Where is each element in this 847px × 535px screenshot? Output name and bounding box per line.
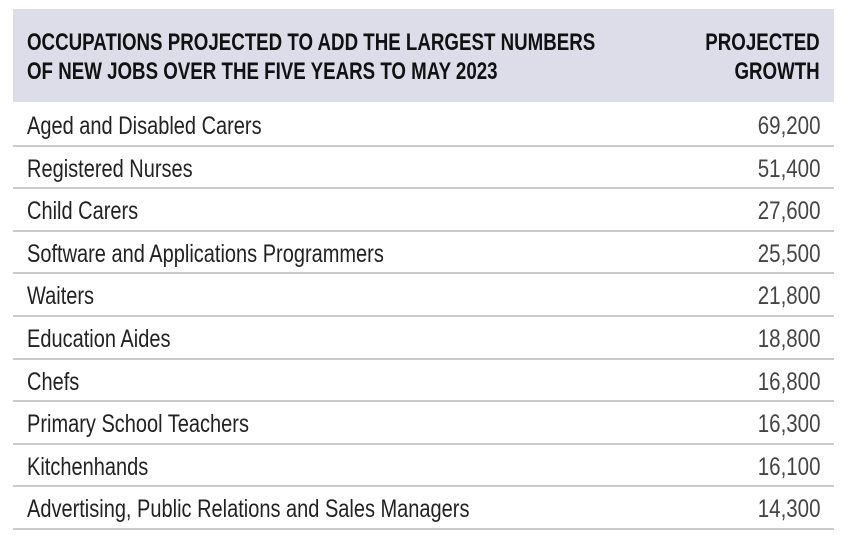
occupation-name: Kitchenhands — [27, 452, 149, 481]
occupation-name: Waiters — [27, 282, 95, 311]
header-title-line-2: OF NEW JOBS OVER THE FIVE YEARS TO MAY 2… — [27, 58, 498, 85]
occupation-name: Advertising, Public Relations and Sales … — [27, 495, 470, 524]
table-header: OCCUPATIONS PROJECTED TO ADD THE LARGEST… — [13, 9, 834, 102]
projected-growth-value: 16,100 — [757, 452, 820, 481]
projected-growth-value: 27,600 — [757, 197, 820, 226]
occupation-name: Software and Applications Programmers — [27, 239, 384, 268]
table-row: Registered Nurses 51,400 — [13, 147, 834, 190]
occupation-name: Aged and Disabled Carers — [27, 112, 262, 140]
table-row: Software and Applications Programmers 25… — [13, 232, 834, 275]
projected-growth-value: 25,500 — [757, 239, 820, 268]
occupation-column-header: OCCUPATIONS PROJECTED TO ADD THE LARGEST… — [27, 28, 595, 86]
occupation-name: Education Aides — [27, 324, 171, 353]
projected-growth-value: 18,800 — [757, 324, 820, 353]
header-value-line-1: PROJECTED — [705, 29, 820, 56]
occupation-name: Chefs — [27, 367, 80, 396]
table-row: Chefs 16,800 — [13, 360, 834, 403]
projected-growth-value: 51,400 — [757, 154, 820, 183]
projected-growth-column-header: PROJECTED GROWTH — [706, 28, 820, 86]
occupation-name: Registered Nurses — [27, 154, 193, 183]
table-row: Waiters 21,800 — [13, 274, 834, 317]
table-row: Aged and Disabled Carers 69,200 — [13, 104, 834, 147]
table-row: Advertising, Public Relations and Sales … — [13, 487, 834, 530]
projected-growth-value: 16,300 — [757, 410, 820, 439]
header-value-line-2: GROWTH — [734, 58, 820, 85]
occupations-growth-table: OCCUPATIONS PROJECTED TO ADD THE LARGEST… — [13, 9, 834, 530]
table-row: Primary School Teachers 16,300 — [13, 402, 834, 445]
occupation-name: Primary School Teachers — [27, 410, 249, 439]
table-row: Education Aides 18,800 — [13, 317, 834, 360]
table-body: Aged and Disabled Carers 69,200 Register… — [13, 104, 834, 530]
projected-growth-value: 16,800 — [757, 367, 820, 396]
occupation-name: Child Carers — [27, 197, 139, 226]
table-row: Kitchenhands 16,100 — [13, 445, 834, 488]
projected-growth-value: 69,200 — [757, 112, 820, 140]
projected-growth-value: 14,300 — [757, 495, 820, 524]
header-title-line-1: OCCUPATIONS PROJECTED TO ADD THE LARGEST… — [27, 29, 596, 56]
projected-growth-value: 21,800 — [757, 282, 820, 311]
table-row: Child Carers 27,600 — [13, 189, 834, 232]
